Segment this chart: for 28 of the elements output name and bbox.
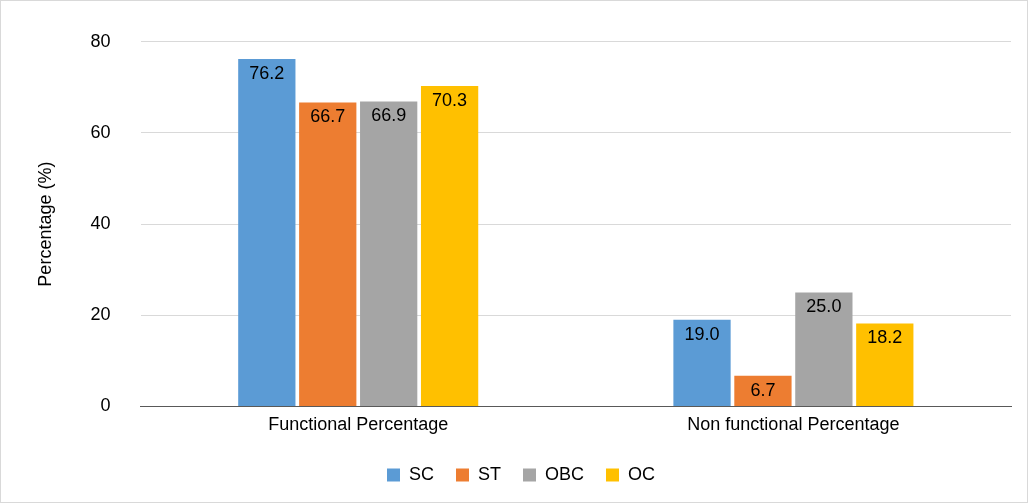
data-label: 6.7 — [750, 379, 776, 400]
data-label: 19.0 — [684, 323, 720, 344]
bar — [795, 292, 853, 406]
legend-label: OBC — [545, 463, 585, 484]
y-tick-label: 20 — [90, 304, 111, 325]
data-label: 66.9 — [371, 105, 407, 126]
bar — [238, 59, 296, 406]
data-label: 18.2 — [867, 327, 903, 348]
data-label: 76.2 — [249, 63, 285, 84]
legend-label: OC — [628, 463, 656, 484]
data-label: 25.0 — [806, 296, 842, 317]
bar — [856, 323, 914, 406]
y-axis-title: Percentage (%) — [34, 161, 55, 287]
data-label: 70.3 — [432, 89, 468, 110]
legend-label: ST — [478, 463, 502, 484]
x-tick-label: Non functional Percentage — [687, 414, 900, 435]
y-tick-label: 40 — [90, 213, 111, 234]
data-label: 66.7 — [310, 106, 346, 127]
bar — [734, 375, 792, 406]
legend-label: SC — [408, 463, 435, 484]
y-tick-label: 60 — [90, 121, 111, 142]
y-tick-label: 80 — [90, 30, 111, 51]
bar — [360, 101, 418, 406]
bar — [299, 102, 357, 406]
x-tick-label: Functional Percentage — [268, 414, 449, 435]
y-tick-label: 0 — [100, 395, 111, 416]
bar — [673, 319, 731, 406]
bar — [420, 86, 479, 406]
